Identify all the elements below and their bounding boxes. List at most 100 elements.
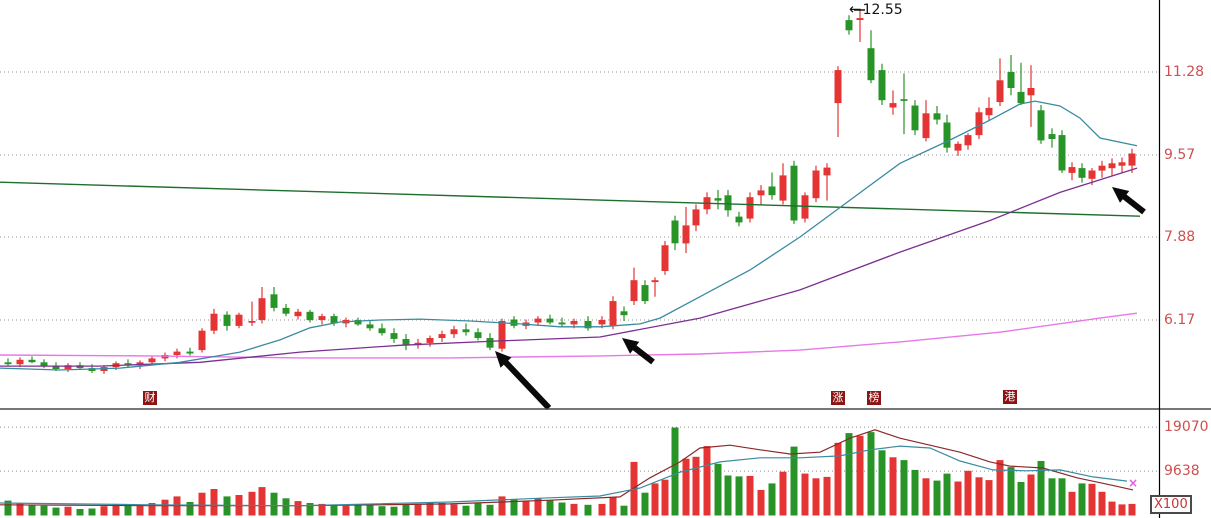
candle-body <box>985 107 993 116</box>
volume-bar <box>1048 478 1056 516</box>
volume-bar <box>342 505 350 516</box>
candle-body <box>124 363 132 366</box>
volume-bar <box>856 435 864 516</box>
candle-body <box>1078 168 1086 178</box>
candle-body <box>714 198 722 201</box>
event-marker-gang[interactable]: 港 <box>1003 390 1017 404</box>
volume-bar <box>889 457 897 516</box>
candle-body <box>450 329 458 335</box>
volume-axis-label: 19070 <box>1164 419 1209 436</box>
volume-bar <box>1088 483 1096 516</box>
candle-body <box>584 321 592 329</box>
volume-bar <box>426 502 434 516</box>
candle-body <box>651 280 659 283</box>
candle-body <box>1128 153 1136 166</box>
candle-body <box>964 135 972 146</box>
volume-bar <box>620 505 628 516</box>
volume-bar <box>306 503 314 516</box>
candle-body <box>474 332 482 338</box>
candle-body <box>148 358 156 363</box>
volume-bar <box>28 504 36 516</box>
volume-bar <box>148 503 156 516</box>
volume-bar <box>16 503 24 516</box>
candle-body <box>757 190 765 196</box>
volume-bar <box>584 504 592 516</box>
volume-bar <box>510 499 518 516</box>
candle-body <box>486 338 494 348</box>
candle-body <box>173 351 181 355</box>
volume-bar <box>136 504 144 516</box>
annotation-arrow-head <box>495 351 512 368</box>
volume-bar <box>4 500 12 516</box>
candle-body <box>186 351 194 354</box>
event-marker-bang[interactable]: 榜 <box>867 391 881 405</box>
volume-bar <box>366 505 374 516</box>
candle-body <box>52 366 60 369</box>
candle-body <box>534 318 542 323</box>
candle-body <box>867 48 875 81</box>
volume-bar <box>996 460 1004 516</box>
candle-body <box>996 80 1004 103</box>
volume-bar <box>1007 467 1015 516</box>
volume-bar <box>318 503 326 516</box>
candle-body <box>354 320 362 325</box>
volume-bar <box>724 475 732 516</box>
candle-body <box>620 311 628 316</box>
candle-body <box>40 362 48 367</box>
volume-axis-label: 9638 <box>1164 463 1200 480</box>
volume-unit-label: X100 <box>1150 495 1192 514</box>
candle-body <box>933 113 941 120</box>
volume-bar <box>186 502 194 516</box>
candle-body <box>801 195 809 219</box>
candle-body <box>318 316 326 320</box>
candle-body <box>1108 163 1116 169</box>
volume-bar <box>661 479 669 516</box>
volume-bar <box>823 476 831 516</box>
event-marker-cai[interactable]: 财 <box>143 391 157 405</box>
volume-bar <box>682 458 690 516</box>
candle-body <box>900 99 908 101</box>
volume-bar <box>486 504 494 516</box>
candle-body <box>878 70 886 101</box>
candle-body <box>943 122 951 148</box>
volume-bar <box>1058 478 1066 516</box>
candle-body <box>779 175 787 201</box>
volume-bar <box>714 463 722 516</box>
volume-bar <box>88 508 96 516</box>
volume-bar <box>390 506 398 516</box>
volume-bar <box>248 491 256 516</box>
volume-bar <box>270 492 278 516</box>
candle-body <box>641 285 649 302</box>
candle-body <box>462 329 470 333</box>
volume-bar <box>498 496 506 516</box>
volume-bar <box>402 504 410 516</box>
candle-body <box>922 113 930 139</box>
volume-bar <box>671 427 679 516</box>
candle-body <box>1037 110 1045 141</box>
candle-body <box>889 103 897 108</box>
price-axis-label: 9.57 <box>1164 146 1196 163</box>
volume-bar <box>1068 491 1076 516</box>
volume-bar <box>558 502 566 516</box>
candle-body <box>390 333 398 339</box>
event-marker-zhang[interactable]: 涨 <box>831 391 845 405</box>
volume-bar <box>812 478 820 516</box>
candle-body <box>294 311 302 317</box>
candle-body <box>64 365 72 370</box>
volume-bar <box>609 497 617 516</box>
volume-bar <box>757 489 765 516</box>
candle-body <box>16 359 24 365</box>
volume-bar <box>964 470 972 516</box>
volume-bar <box>210 489 218 516</box>
candle-body <box>1058 135 1066 171</box>
candle-body <box>366 324 374 329</box>
volume-bar <box>1128 503 1136 516</box>
volume-bar <box>867 432 875 516</box>
candle-body <box>546 318 554 323</box>
magenta-x-marker: × <box>1128 476 1139 490</box>
candle-body <box>812 170 820 199</box>
volume-bar <box>768 483 776 516</box>
candle-body <box>1118 162 1126 166</box>
